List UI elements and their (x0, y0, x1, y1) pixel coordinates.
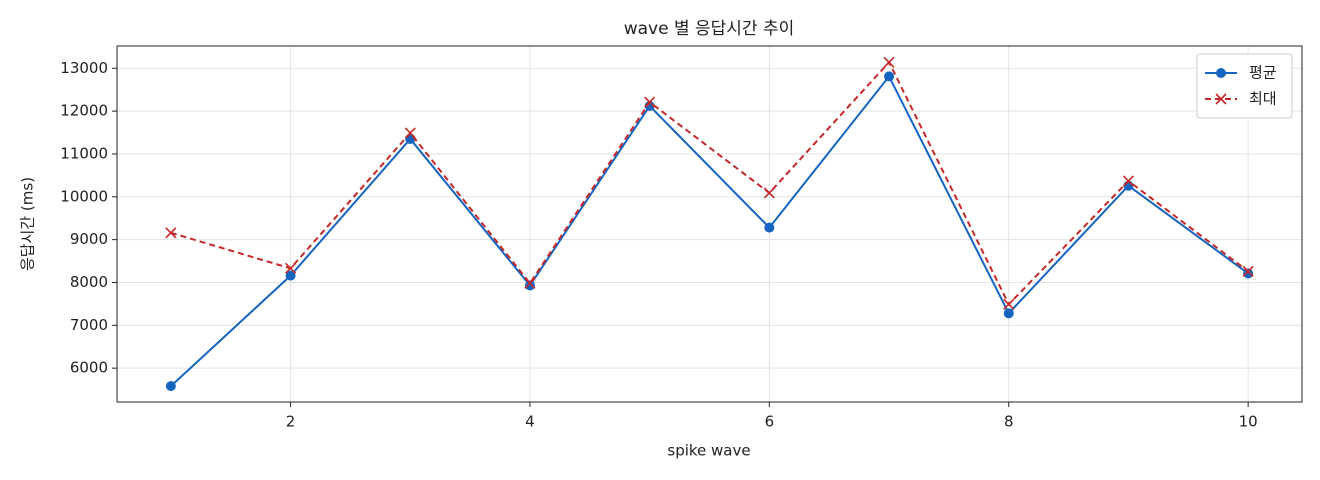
marker (524, 280, 535, 291)
marker-stroke (644, 96, 656, 108)
marker-stroke (165, 227, 177, 239)
marker (1215, 93, 1227, 105)
x-tick-label: 6 (765, 413, 775, 431)
marker-stroke (1003, 298, 1015, 310)
marker (524, 277, 536, 289)
marker (1003, 298, 1015, 310)
marker (285, 270, 296, 281)
marker-stroke (883, 56, 895, 68)
marker (1242, 265, 1254, 277)
marker-stroke (524, 277, 536, 289)
marker (763, 187, 775, 199)
x-tick-label: 4 (525, 413, 535, 431)
marker (1003, 308, 1014, 319)
y-tick-label: 13000 (60, 59, 108, 77)
x-tick-label: 8 (1004, 413, 1014, 431)
x-tick-label: 10 (1239, 413, 1258, 431)
y-tick-label: 6000 (70, 359, 108, 377)
plot-frame (116, 45, 1303, 403)
marker (884, 71, 895, 82)
y-tick-label: 12000 (60, 102, 108, 120)
series-line (170, 74, 1249, 387)
y-tick-label: 11000 (60, 144, 108, 162)
marker (1243, 268, 1254, 279)
marker (644, 100, 655, 111)
marker-stroke (1215, 93, 1227, 105)
legend-label: 최대 (1249, 90, 1277, 108)
marker (1122, 175, 1135, 187)
marker (644, 96, 656, 108)
marker-stroke (1242, 265, 1254, 277)
marker (165, 381, 176, 392)
legend-label: 평균 (1249, 64, 1277, 82)
x-tick-label: 2 (286, 413, 296, 431)
legend-box (1196, 53, 1293, 119)
marker (165, 227, 177, 239)
y-tick-label: 7000 (70, 316, 108, 334)
marker (764, 222, 775, 233)
series-line (170, 60, 1249, 307)
marker-stroke (763, 187, 775, 199)
x-axis-label: spike wave (667, 442, 750, 460)
y-axis-label: 응답시간 (ms) (19, 177, 37, 271)
y-tick-label: 10000 (60, 187, 108, 205)
marker (1216, 68, 1226, 78)
marker (883, 56, 895, 68)
marker-stroke (284, 262, 297, 274)
y-tick-label: 8000 (70, 273, 108, 291)
marker-stroke (1122, 175, 1135, 187)
marker (284, 262, 297, 274)
marker-stroke (404, 127, 416, 139)
marker (404, 127, 416, 139)
y-tick-label: 9000 (70, 230, 108, 248)
chart-title: wave 별 응답시간 추이 (624, 19, 795, 39)
